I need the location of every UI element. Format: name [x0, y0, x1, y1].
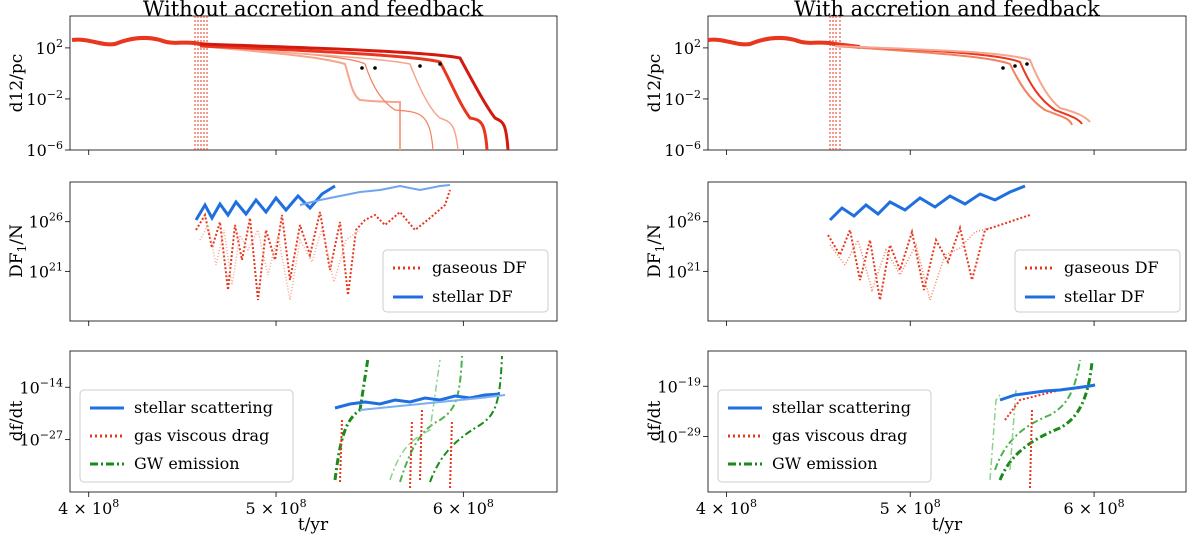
y-tick-label-left-2-1: 10−27 — [19, 429, 63, 450]
gaseous-df-right — [827, 214, 1031, 301]
d12-run-3 — [199, 45, 459, 150]
stellar-scatter-right — [999, 383, 1096, 402]
panel-right-mid — [707, 181, 1187, 322]
axis-ticks: 4 × 108 5 × 108 6 × 10810210−210−610261021… — [19, 37, 1124, 518]
ylabel-df-sub-r: 1 — [653, 245, 667, 253]
legend-dfdt-right: stellar scattering gas viscous drag GW e… — [717, 389, 932, 483]
legend-label-gaseous-r: gaseous DF — [1064, 258, 1159, 277]
d12-run-1 — [199, 45, 401, 150]
ylabel-left-mid: DF1/N — [7, 224, 29, 278]
legend-label-scatter: stellar scattering — [134, 398, 273, 417]
gw-emission-left-2 — [399, 355, 463, 483]
legend-label-gw-r: GW emission — [772, 454, 878, 473]
y-tick-label-right-0-2: 10−6 — [664, 139, 701, 160]
panel-left-bot — [69, 350, 558, 493]
legend-label-drag-r: gas viscous drag — [772, 426, 907, 445]
left-top-vlines — [194, 16, 208, 150]
d12-run-5 — [199, 42, 510, 150]
y-tick-label-right-1-1: 1021 — [667, 260, 701, 281]
legend-label-stellar-r: stellar DF — [1064, 287, 1145, 306]
d12-wf-run-2 — [834, 45, 1083, 125]
y-tick-label-right-2-1: 10−29 — [657, 426, 701, 447]
stellar-scatter-left — [334, 392, 501, 410]
ylabel-df: DF — [7, 252, 27, 278]
ylabel-df-tail: /N — [7, 224, 27, 245]
x-tick-label-left-2: 6 × 108 — [433, 497, 494, 518]
y-tick-label-right-0-1: 10−2 — [664, 88, 701, 109]
ylabel-right-mid: DF1/N — [645, 224, 667, 278]
legend-label-stellar: stellar DF — [432, 287, 513, 306]
legend-label-gw: GW emission — [134, 454, 240, 473]
stellar-df-left-2 — [299, 184, 451, 206]
ylabel-df-sub: 1 — [15, 245, 29, 253]
ylabel-right-bot: df/dt — [645, 401, 665, 442]
y-tick-label-right-2-0: 10−19 — [657, 375, 701, 396]
ylabel-left-bot: df/dt — [7, 401, 27, 442]
d12-wf-marker-1 — [1001, 66, 1005, 70]
legend-label-scatter-r: stellar scattering — [772, 398, 911, 417]
ylabel-left-top: d12/pc — [7, 54, 27, 113]
x-tick-label-left-1: 5 × 108 — [245, 497, 306, 518]
stellar-df-left — [194, 184, 336, 222]
x-tick-label-right-0: 4 × 108 — [696, 497, 757, 518]
d12-marker-4 — [438, 62, 442, 66]
gas-drag-right — [1004, 384, 1096, 489]
panel-left-mid — [69, 181, 558, 322]
d12-initial-right — [708, 35, 861, 49]
x-tick-label-right-2: 6 × 108 — [1064, 497, 1125, 518]
right-top-vlines — [829, 16, 841, 150]
gw-emission-right — [998, 361, 1094, 481]
d12-wf-run-1 — [834, 45, 1073, 126]
d12-marker-2 — [373, 66, 377, 70]
y-tick-label-right-1-0: 1026 — [667, 211, 701, 232]
gw-emission-left — [333, 357, 370, 481]
legend-label-gaseous: gaseous DF — [432, 258, 527, 277]
stellar-scatter-left-2 — [359, 394, 506, 411]
legend-df-left: gaseous DF stellar DF — [382, 249, 549, 313]
y-tick-label-left-0-1: 10−2 — [26, 88, 63, 109]
ylabel-df-tail-r: /N — [645, 224, 665, 245]
panel-right-top — [707, 15, 1187, 151]
y-tick-label-left-1-1: 1021 — [29, 260, 63, 281]
x-tick-label-left-0: 4 × 108 — [58, 497, 119, 518]
gaseous-df-left — [195, 189, 451, 301]
xlabel-right: t/yr — [932, 515, 963, 535]
gaseous-df-left-2 — [199, 222, 361, 301]
legend-label-drag: gas viscous drag — [134, 426, 269, 445]
x-tick-label-right-1: 5 × 108 — [880, 497, 941, 518]
y-tick-label-left-0-2: 10−6 — [26, 139, 63, 160]
d12-wf-run-3 — [834, 45, 1091, 123]
ylabel-right-top: d12/pc — [645, 54, 665, 113]
legend-df-right: gaseous DF stellar DF — [1014, 249, 1181, 313]
gw-emission-right-2 — [994, 359, 1081, 471]
d12-wf-marker-3 — [1025, 62, 1029, 66]
d12-marker-1 — [360, 66, 364, 70]
stellar-df-right — [828, 184, 1026, 222]
gw-emission-right-3 — [989, 389, 1017, 481]
gaseous-df-right-2 — [829, 227, 991, 303]
d12-initial-left — [71, 35, 231, 49]
left-title: Without accretion and feedback — [143, 0, 484, 21]
legend-dfdt-left: stellar scattering gas viscous drag GW e… — [79, 389, 294, 483]
gw-emission-left-3 — [429, 355, 503, 483]
gw-emission-left-4 — [389, 359, 441, 481]
y-tick-label-right-0-0: 102 — [674, 37, 701, 58]
d12-run-4 — [199, 44, 489, 150]
d12-marker-3 — [418, 64, 422, 68]
ylabel-df-r: DF — [645, 252, 665, 278]
y-tick-label-left-2-0: 10−14 — [19, 376, 63, 397]
y-tick-label-left-1-0: 1026 — [29, 211, 63, 232]
xlabel-left: t/yr — [298, 515, 329, 535]
panel-right-bot — [707, 350, 1187, 493]
panel-left-top — [69, 15, 558, 151]
d12-wf-marker-2 — [1013, 64, 1017, 68]
y-tick-label-left-0-0: 102 — [36, 37, 63, 58]
